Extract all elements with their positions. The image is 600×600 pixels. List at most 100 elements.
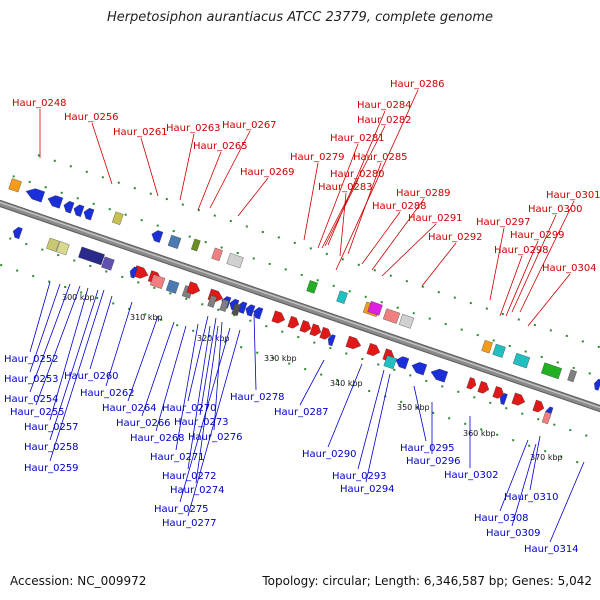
gene-feature [186, 281, 201, 295]
gene-label-bottom: Haur_0270 [162, 403, 217, 414]
track-dot [576, 461, 579, 464]
gene-label-bottom: Haur_0264 [102, 403, 157, 414]
label-leader-line [29, 283, 71, 393]
label-leader-line [49, 287, 89, 421]
track-dot [492, 339, 495, 342]
track-dot [368, 390, 371, 392]
gene-label-top: Haur_0282 [357, 115, 412, 126]
track-dot [60, 191, 63, 194]
track-dot [252, 257, 255, 260]
track-dot [377, 363, 380, 366]
gene-label-bottom: Haur_0274 [170, 485, 225, 496]
track-dot [224, 340, 227, 343]
gene-label-bottom: Haur_0273 [174, 417, 229, 428]
gene-feature [395, 356, 410, 370]
track-dot [373, 269, 376, 272]
gene-feature [398, 313, 415, 329]
gene-label-bottom: Haur_0293 [332, 471, 387, 482]
track-dot [144, 313, 147, 316]
gene-label-bottom: Haur_0309 [486, 528, 541, 539]
scale-tick-label: 350 kbp [397, 403, 430, 412]
track-dot [249, 319, 252, 322]
track-dot [28, 180, 31, 183]
gene-feature [345, 335, 362, 350]
gene-label-top: Haur_0299 [510, 230, 565, 241]
gene-feature [63, 201, 75, 214]
scale-ticks: 300 kbp 310 kbp 320 kbp 330 kbp 340 kbp 350 k… [62, 293, 563, 462]
gene-feature [47, 195, 64, 209]
track-dot [348, 290, 351, 293]
track-dot [316, 279, 319, 282]
gene-feature [367, 301, 383, 316]
label-leader-line [511, 214, 557, 313]
track-dot [197, 209, 200, 212]
backbone-highlight [0, 201, 600, 409]
gene-feature [271, 310, 286, 324]
label-leader-line [505, 240, 539, 317]
gene-feature [512, 352, 531, 369]
track-dot [448, 417, 451, 420]
label-leader-line [511, 443, 537, 527]
gene-feature [101, 256, 115, 271]
track-dot [396, 306, 399, 309]
track-dot [12, 175, 15, 178]
label-leader-line [371, 198, 425, 271]
label-leader-line [179, 133, 195, 201]
track-dot [160, 318, 163, 321]
gene-feature [477, 380, 490, 394]
gene-label-bottom: Haur_0278 [230, 392, 285, 403]
track-dot [473, 396, 476, 399]
track-dot [57, 254, 60, 257]
track-dot [389, 274, 392, 277]
track-dot [560, 455, 563, 458]
track-dot [204, 241, 207, 244]
gene-feature [511, 392, 526, 406]
gene-feature [336, 290, 348, 304]
track-dot [112, 302, 115, 305]
track-dot [149, 192, 152, 195]
gene-label-bottom: Haur_0257 [24, 422, 79, 433]
gene-features [8, 178, 600, 425]
label-leader-line [187, 329, 241, 517]
track-dot [364, 295, 367, 298]
track-dot [332, 284, 335, 287]
label-leader-line [29, 283, 61, 373]
label-leader-line [365, 373, 391, 483]
track-dot [300, 273, 303, 276]
track-dot [341, 258, 344, 261]
label-leader-line [209, 130, 251, 209]
gene-feature [430, 368, 449, 383]
label-leader-line [199, 317, 217, 416]
gene-label-bottom: Haur_0253 [4, 374, 59, 385]
track-dot [496, 433, 499, 436]
label-leader-line [317, 143, 359, 249]
label-leader-line [105, 301, 133, 387]
track-dot [121, 275, 124, 278]
track-dot [284, 268, 287, 271]
gene-label-bottom: Haur_0272 [162, 471, 217, 482]
label-leader-line [237, 177, 269, 217]
track-dot [336, 379, 339, 381]
track-dot [169, 292, 172, 295]
track-dot [128, 307, 131, 310]
label-leader-line [489, 227, 505, 301]
track-dot [357, 263, 360, 266]
track-dot [105, 270, 108, 273]
track-dot [229, 220, 232, 222]
gene-label-top: Haur_0283 [318, 182, 373, 193]
gene-feature [78, 246, 105, 266]
track-dot [117, 181, 120, 184]
track-dot [549, 329, 552, 332]
gene-feature [253, 307, 264, 320]
track-dot [537, 418, 540, 421]
genome-title: Herpetosiphon aurantiacus ATCC 23779, co… [106, 10, 494, 25]
track-dot [361, 358, 364, 360]
track-dot [185, 297, 188, 300]
track-dot [288, 362, 291, 365]
label-leader-line [140, 137, 159, 197]
gene-label-top: Haur_0281 [330, 133, 385, 144]
gene-label-bottom: Haur_0302 [444, 470, 499, 481]
track-dot [108, 208, 111, 211]
